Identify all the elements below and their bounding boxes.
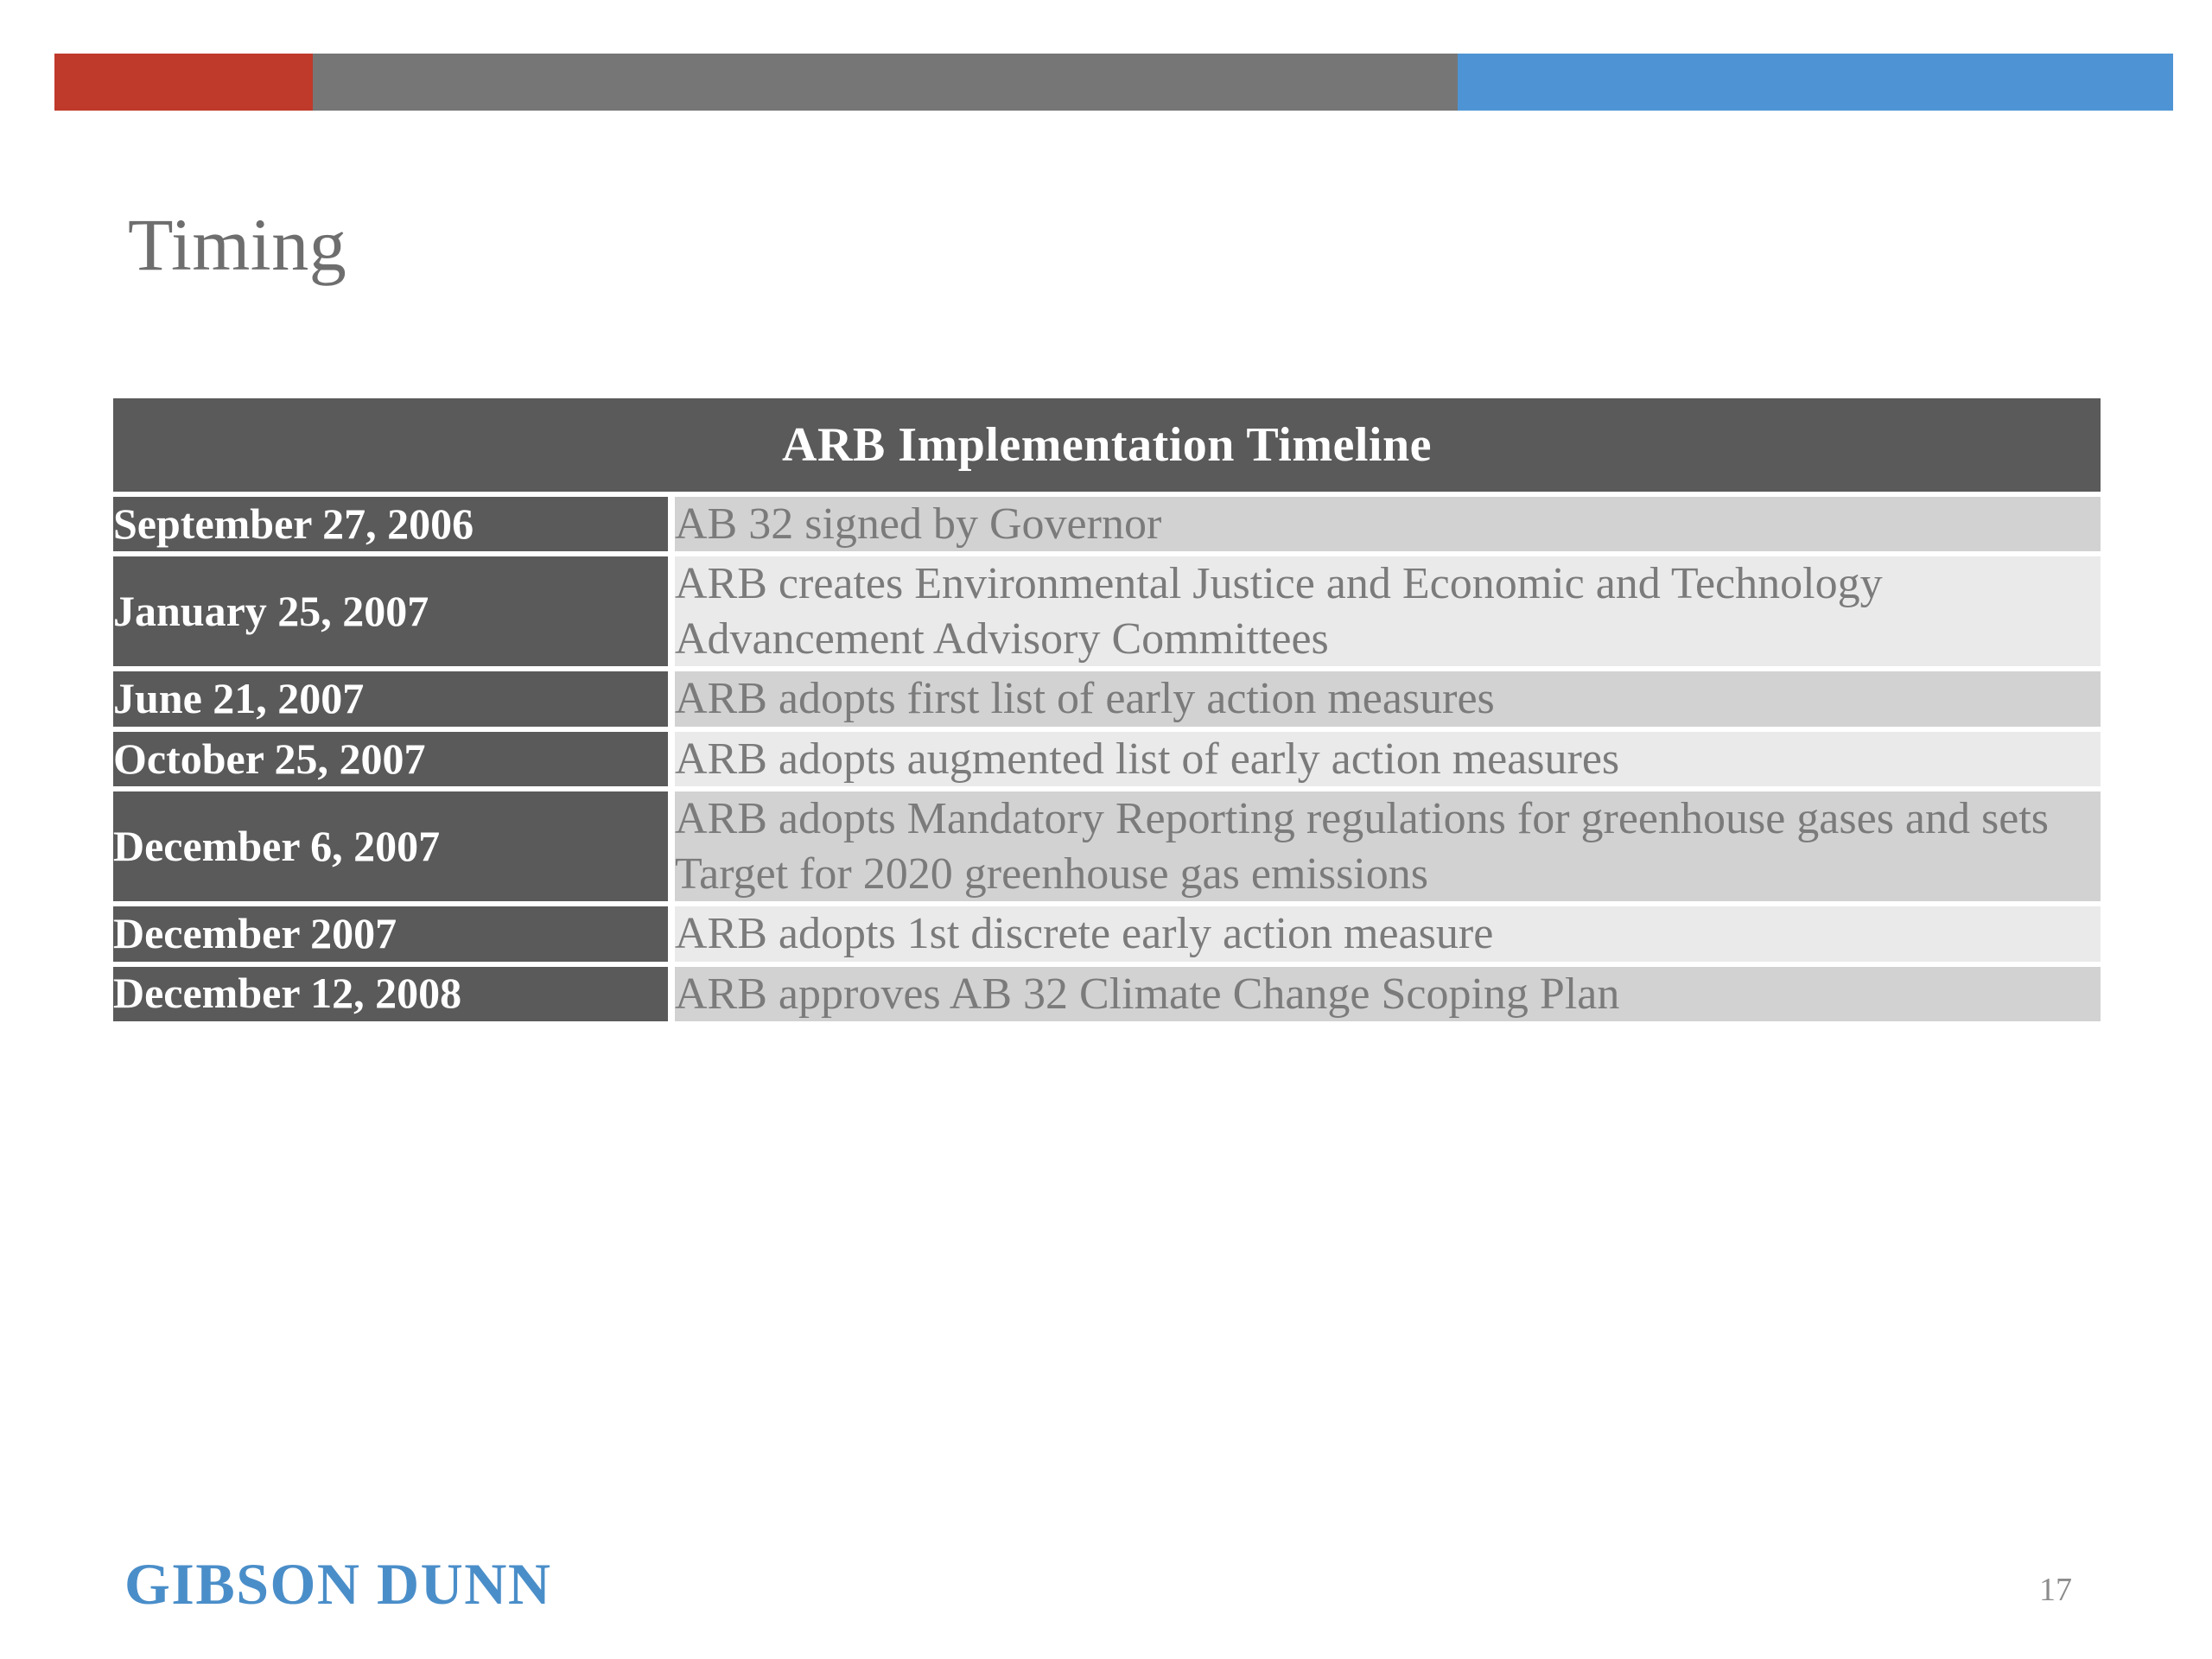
gibson-dunn-logo: GIBSON DUNN	[124, 1551, 552, 1617]
table-caption-row: ARB Implementation Timeline	[113, 398, 2101, 497]
band-segment-red	[54, 54, 313, 111]
band-segment-blue	[1458, 54, 2173, 111]
timeline-description-cell: AB 32 signed by Governor	[675, 497, 2101, 557]
arb-implementation-timeline-table: ARB Implementation Timeline September 27…	[113, 398, 2101, 1021]
table-caption: ARB Implementation Timeline	[113, 398, 2101, 497]
timeline-date-cell: October 25, 2007	[113, 731, 675, 792]
timeline-description-cell: ARB adopts 1st discrete early action mea…	[675, 906, 2101, 967]
timeline-description-cell: ARB approves AB 32 Climate Change Scopin…	[675, 966, 2101, 1021]
table-row: September 27, 2006 AB 32 signed by Govern…	[113, 497, 2101, 557]
band-segment-gray	[313, 54, 1458, 111]
table-row: June 21, 2007 ARB adopts first list of ea…	[113, 671, 2101, 732]
table-body: ARB Implementation Timeline September 27…	[113, 398, 2101, 1021]
timeline-description-cell: ARB adopts Mandatory Reporting regulatio…	[675, 791, 2101, 907]
top-decorative-band	[54, 54, 2173, 111]
timeline-description-cell: ARB creates Environmental Justice and Ec…	[675, 556, 2101, 672]
timeline-date-cell: December 2007	[113, 906, 675, 967]
table-row: December 12, 2008 ARB approves AB 32 Clim…	[113, 966, 2101, 1021]
timeline-date-cell: June 21, 2007	[113, 671, 675, 732]
table-row: December 2007 ARB adopts 1st discrete ear…	[113, 906, 2101, 967]
table-row: December 6, 2007 ARB adopts Mandatory Rep…	[113, 791, 2101, 907]
timeline-description-cell: ARB adopts augmented list of early actio…	[675, 731, 2101, 792]
timeline-date-cell: January 25, 2007	[113, 556, 675, 672]
timeline-description-cell: ARB adopts first list of early action me…	[675, 671, 2101, 732]
page-number: 17	[2039, 1572, 2072, 1608]
timeline-date-cell: December 12, 2008	[113, 966, 675, 1021]
timeline-date-cell: September 27, 2006	[113, 497, 675, 557]
timeline-date-cell: December 6, 2007	[113, 791, 675, 907]
table-row: October 25, 2007 ARB adopts augmented lis…	[113, 731, 2101, 792]
page-title: Timing	[128, 203, 347, 286]
table-row: January 25, 2007 ARB creates Environmenta…	[113, 556, 2101, 672]
